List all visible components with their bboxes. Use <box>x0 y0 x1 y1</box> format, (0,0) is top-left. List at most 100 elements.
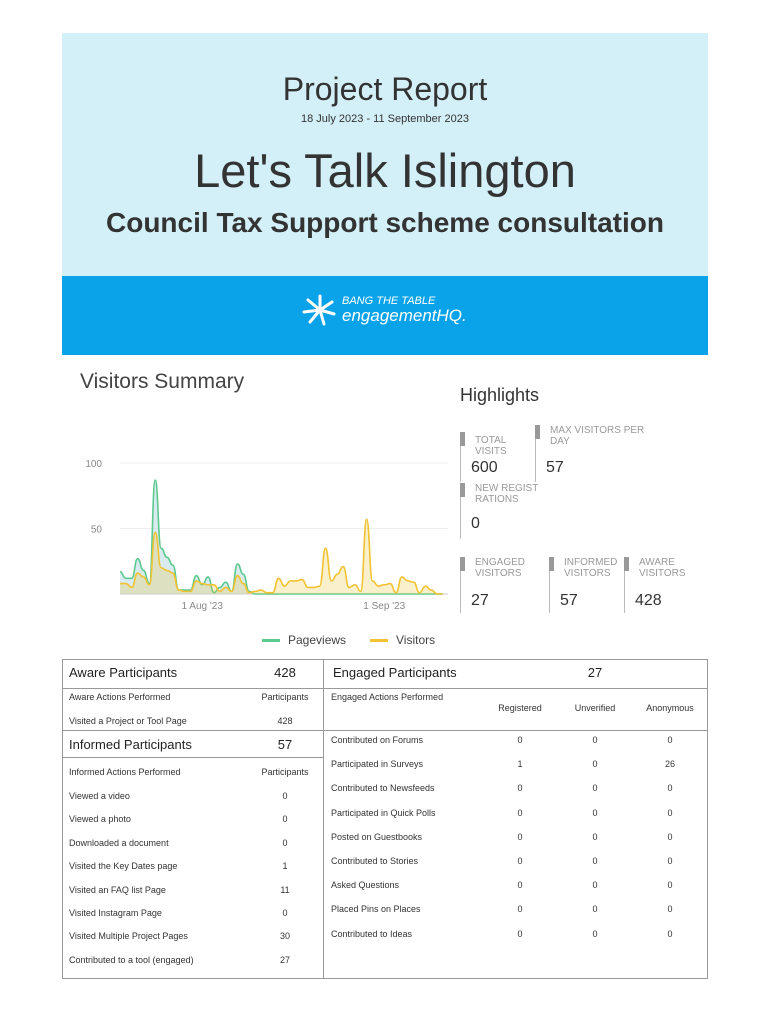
pageviews-swatch <box>262 638 280 642</box>
action-value: 0 <box>667 904 673 915</box>
project-subtitle: Council Tax Support scheme consultation <box>106 207 664 238</box>
action-value: 0 <box>517 880 523 891</box>
aware-count: 428 <box>274 665 296 680</box>
action-label: Contributed on Forums <box>331 735 424 745</box>
action-value: 0 <box>517 783 523 794</box>
report-header: Project Report 18 July 2023 - 11 Septemb… <box>62 33 708 276</box>
action-label: Contributed to a tool (engaged) <box>69 954 194 965</box>
col-header: Engaged Actions Performed <box>331 692 444 702</box>
action-value: 0 <box>282 814 288 825</box>
col-header: Informed Actions Performed <box>69 767 181 777</box>
visitors-line <box>120 518 443 595</box>
x-tick-label: 1 Sep '23 <box>363 601 405 612</box>
y-tick-label: 50 <box>91 525 103 536</box>
engaged-count: 27 <box>587 665 603 680</box>
logo-line2: engagementHQ. <box>342 306 467 325</box>
action-value: 0 <box>592 807 598 818</box>
highlight-engaged: Engaged Visitors 27 <box>460 557 545 613</box>
action-label: Contributed to Newsfeeds <box>331 783 435 794</box>
action-label: Visited Multiple Project Pages <box>69 931 188 942</box>
legend-pageviews[interactable]: Pageviews <box>262 633 346 647</box>
divider <box>62 757 324 758</box>
action-value: 30 <box>279 931 290 942</box>
y-tick-label: 100 <box>85 459 102 470</box>
action-value: 0 <box>592 783 598 794</box>
highlight-total-visits: Total Visits 600 <box>460 432 540 482</box>
x-tick-label: 1 Aug '23 <box>182 601 224 612</box>
col-header: Registered <box>498 703 542 713</box>
brand-band: BANG THE TABLE engagementHQ. <box>62 276 708 355</box>
highlights-title: Highlights <box>460 385 540 405</box>
visitors-chart: 100 50 1 Aug '23 1 Sep '23 <box>85 459 448 612</box>
action-label: Participated in Surveys <box>331 759 424 770</box>
pageviews-line <box>119 479 443 595</box>
action-value: 0 <box>517 807 523 818</box>
action-value: 0 <box>667 807 673 818</box>
action-value: 0 <box>592 880 598 891</box>
action-value: 0 <box>592 856 598 866</box>
visitors-area <box>120 519 443 594</box>
highlight-value: 27 <box>471 592 489 609</box>
action-label: Contributed to Stories <box>331 856 419 866</box>
divider <box>323 730 708 731</box>
action-label: Viewed a video <box>69 791 130 801</box>
action-value: 26 <box>664 759 675 770</box>
informed-title: Informed Participants <box>69 737 192 752</box>
action-value: 0 <box>667 880 673 891</box>
report-title: Project Report <box>282 71 488 107</box>
highlight-value: 0 <box>471 515 480 532</box>
date-range: 18 July 2023 - 11 September 2023 <box>301 113 469 125</box>
legend-label: Pageviews <box>288 633 347 647</box>
divider <box>323 688 708 689</box>
col-header: Aware Actions Performed <box>69 692 171 702</box>
highlight-new-registrations: New Registrations 0 <box>460 483 540 539</box>
visitors-summary-title: Visitors Summary <box>80 370 245 393</box>
action-label: Viewed a photo <box>69 814 131 825</box>
action-label: Contributed to Ideas <box>331 928 413 939</box>
highlight-label: Aware Visitors <box>639 557 686 579</box>
pageviews-area <box>120 480 443 594</box>
aware-title: Aware Participants <box>69 665 178 680</box>
starburst-icon <box>302 294 336 326</box>
action-label: Asked Questions <box>331 880 400 891</box>
action-value: 0 <box>517 928 523 939</box>
highlight-value: 428 <box>635 592 662 609</box>
action-value: 0 <box>282 837 288 848</box>
highlight-label: Engaged Visitors <box>475 557 526 579</box>
action-label: Visited Instagram Page <box>69 908 162 918</box>
highlight-aware: Aware Visitors 428 <box>624 557 699 613</box>
action-value: 0 <box>667 928 673 939</box>
action-value: 0 <box>282 908 288 918</box>
engaged-table <box>323 659 708 979</box>
action-value: 1 <box>282 861 288 872</box>
action-value: 0 <box>667 831 673 842</box>
action-value: 0 <box>517 831 523 842</box>
col-header: Participants <box>261 692 309 702</box>
action-value: 0 <box>667 783 673 794</box>
highlight-value: 57 <box>546 459 564 476</box>
legend-label: Visitors <box>396 633 436 647</box>
highlight-informed: Informed Visitors 57 <box>549 557 624 613</box>
action-value: 0 <box>667 735 673 745</box>
highlight-label: New Registrations <box>475 483 539 505</box>
legend-visitors[interactable]: Visitors <box>370 633 435 647</box>
highlight-max-visitors: Max Visitors Per Day 57 <box>535 425 655 482</box>
action-value: 0 <box>667 856 673 866</box>
action-value: 0 <box>517 856 523 866</box>
action-value: 0 <box>592 904 598 915</box>
action-value: 27 <box>279 954 290 965</box>
col-header: Anonymous <box>646 703 694 713</box>
action-label: Participated in Quick Polls <box>331 807 436 818</box>
informed-count: 57 <box>277 737 293 752</box>
action-value: 0 <box>282 791 288 801</box>
action-label: Downloaded a document <box>69 837 169 848</box>
action-label: Visited a Project or Tool Page <box>69 716 187 726</box>
action-value: 428 <box>277 716 293 726</box>
divider <box>62 730 324 731</box>
action-value: 0 <box>592 928 598 939</box>
highlight-value: 57 <box>560 592 578 609</box>
action-value: 11 <box>280 884 290 895</box>
action-value: 0 <box>592 735 598 745</box>
visitors-swatch <box>370 638 388 642</box>
engagementhq-logo: BANG THE TABLE engagementHQ. <box>298 292 467 328</box>
